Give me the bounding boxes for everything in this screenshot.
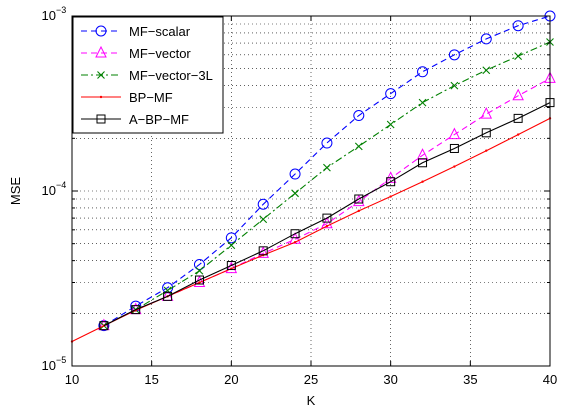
data-point-x [450,81,459,90]
data-point-dot [421,180,424,183]
data-point-square [131,305,141,315]
data-point-square [99,321,109,331]
data-point-x-stroke [450,81,459,90]
legend-entry-1: MF−vector [81,45,191,61]
data-point-dot [389,195,392,198]
y-tick-label-exponent: −3 [56,5,66,15]
legend-label: MF−scalar [129,24,191,39]
data-point-triangle [480,106,493,119]
x-tick-label: 40 [543,372,557,387]
data-point-x-stroke [418,98,427,107]
y-tick-label: 10 [42,8,56,23]
x-tick-label: 15 [144,372,158,387]
data-point-x [259,215,268,224]
data-point-circle [225,232,237,244]
x-tick-label: 30 [383,372,397,387]
data-point-dot [198,281,201,284]
data-point-square [449,143,459,153]
data-point-x-stroke [291,189,299,198]
x-tick-label: 25 [304,372,318,387]
y-axis-label: MSE [8,177,23,206]
data-point-square [386,177,396,187]
data-point-triangle [512,88,524,101]
x-tick-label: 35 [463,372,477,387]
data-point-x [354,142,363,151]
data-point-circle [95,25,107,37]
data-point-circle [385,88,397,100]
data-point-square [96,114,106,124]
data-point-x-stroke [97,71,105,79]
data-point-circle [289,168,301,180]
data-point-x-stroke [227,241,236,250]
data-point-x [195,266,204,275]
data-point-triangle [95,45,107,58]
data-point-triangle [416,148,429,160]
x-axis-label: K [307,393,316,408]
data-point-x-stroke [195,266,204,275]
data-point-x [323,163,331,172]
data-point-square [354,194,364,204]
data-point-x [514,52,523,60]
data-point-circle [512,20,524,32]
legend-entry-2: MF−vector−3L [81,68,213,83]
data-point-x [97,71,105,79]
data-point-x-stroke [354,142,363,151]
data-point-dot [99,95,103,99]
data-point-square [418,158,428,168]
data-point-circle [321,137,333,149]
data-point-circle [448,49,460,61]
data-point-x [227,241,236,250]
x-tick-label: 20 [224,372,238,387]
data-point-x-stroke [386,120,395,129]
series-4 [99,98,555,331]
data-point-x [418,98,427,107]
legend-label: BP−MF [129,90,173,105]
data-point-square [258,246,268,256]
data-point-triangle [321,216,333,229]
data-point-square [290,229,300,239]
data-point-circle [480,33,492,45]
legend: MF−scalar MF−vector MF−vector−3L BP−MF A−BP−… [72,16,224,134]
data-point-square [194,275,204,285]
legend-entry-0: MF−scalar [81,24,191,39]
data-point-x-stroke [259,215,268,224]
data-point-x [386,120,395,129]
data-point-x-stroke [323,163,331,172]
data-point-square [226,261,236,271]
data-point-triangle [448,127,461,140]
data-point-dot [453,165,456,168]
data-point-x [291,189,299,198]
legend-entry-4: A−BP−MF [81,112,189,127]
y-tick-label-exponent: −5 [56,355,66,365]
data-point-x [482,66,491,75]
data-point-dot [485,149,488,152]
data-point-dot [325,224,329,228]
data-point-square [163,291,173,301]
data-point-circle [257,198,269,210]
data-point-circle [417,66,429,78]
legend-entry-3: BP−MF [81,90,173,105]
legend-label: MF−vector−3L [129,68,213,83]
data-point-dot [516,133,520,136]
data-point-circle [353,110,365,122]
series-line [103,102,551,327]
data-point-square [513,113,523,123]
legend-label: MF−vector [129,46,191,61]
data-point-dot [357,209,360,213]
data-point-square [481,128,491,138]
y-tick-label-exponent: −4 [56,180,66,190]
data-point-square [322,213,332,223]
x-tick-label: 10 [65,372,79,387]
legend-label: A−BP−MF [129,112,189,127]
y-tick-label: 10 [42,183,56,198]
data-point-circle [193,259,205,271]
data-point-dot [293,240,297,244]
data-point-x-stroke [514,52,523,60]
y-tick-label: 10 [42,358,56,373]
data-point-x-stroke [482,66,491,75]
